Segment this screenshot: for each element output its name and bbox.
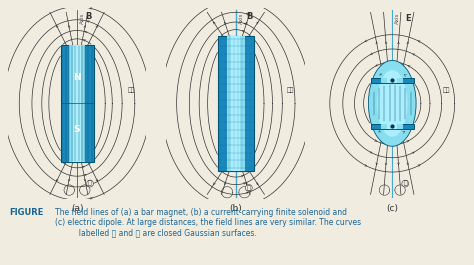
Text: ⓘ: ⓘ [403,181,407,186]
Bar [61,45,93,162]
Bar [371,123,414,129]
Bar [73,45,81,162]
Text: ⓘⓘ: ⓘⓘ [128,87,135,93]
Text: Axis: Axis [395,12,400,24]
Text: ⓘ: ⓘ [247,185,251,191]
Text: E: E [405,15,411,24]
Bar [69,45,85,162]
Text: B: B [246,12,253,21]
Ellipse shape [377,70,408,137]
Text: Axis: Axis [80,12,85,24]
Text: ⓘⓘ: ⓘⓘ [286,87,294,93]
Bar [371,78,414,83]
Ellipse shape [368,60,416,146]
Text: B: B [85,12,91,21]
Bar [387,78,397,83]
Text: (a): (a) [71,204,83,213]
Text: Axis: Axis [239,12,244,24]
Bar [382,78,403,83]
Bar [227,36,245,171]
Bar [382,123,403,129]
Text: S: S [74,125,80,134]
Bar [231,36,240,171]
Text: ⓘ: ⓘ [88,181,92,186]
Text: (b): (b) [229,204,242,213]
Text: FIGURE: FIGURE [9,208,44,217]
Bar [218,36,254,171]
Text: The field lines of (a) a bar magnet, (b) a current-carrying finite solenoid and
: The field lines of (a) a bar magnet, (b)… [55,208,361,238]
Bar [387,123,397,129]
Text: (c): (c) [386,204,398,213]
Text: ⓘⓘ: ⓘⓘ [443,87,450,93]
Text: N: N [73,73,81,82]
